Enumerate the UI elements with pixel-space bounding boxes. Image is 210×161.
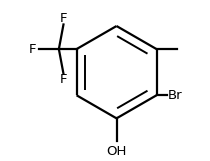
Text: F: F: [29, 43, 37, 56]
Text: Br: Br: [168, 89, 183, 102]
Text: OH: OH: [106, 145, 127, 157]
Text: F: F: [60, 73, 67, 86]
Text: F: F: [60, 12, 67, 25]
